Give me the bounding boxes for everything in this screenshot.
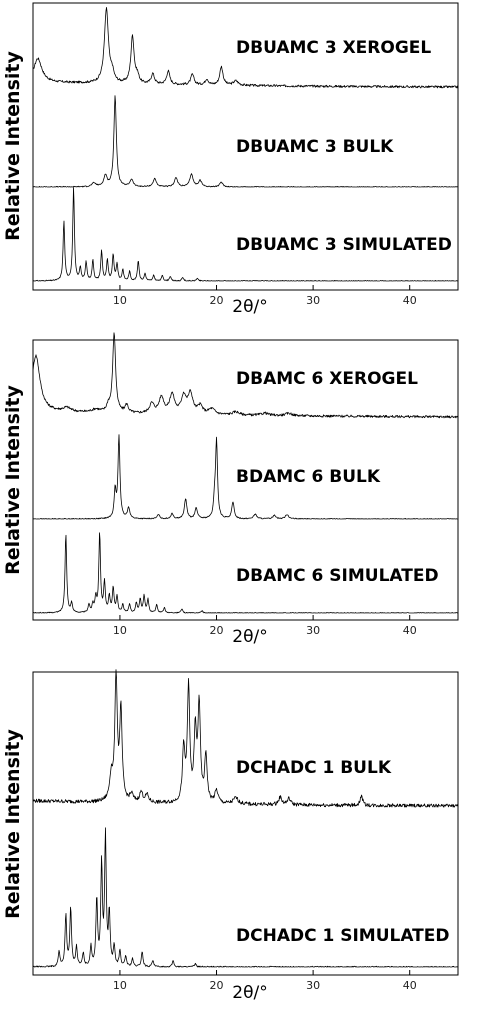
x-tick-label: 30 <box>306 624 320 637</box>
plot-frame <box>32 2 459 291</box>
series-label: DCHADC 1 BULK <box>236 758 392 778</box>
y-axis-label: Relative Intensity <box>2 729 24 919</box>
trace-dbamc-6-xerogel <box>32 332 459 419</box>
plot-frame <box>32 671 459 976</box>
x-tick-label: 10 <box>113 979 127 992</box>
series-label: DBAMC 6 SIMULATED <box>236 566 439 586</box>
y-axis-label: Relative Intensity <box>2 385 24 575</box>
trace-dbuamc-3-bulk <box>32 95 459 188</box>
x-tick-label: 40 <box>403 979 417 992</box>
series-label: DBUAMC 3 SIMULATED <box>236 235 452 255</box>
x-tick-label: 30 <box>306 294 320 307</box>
x-tick-label: 10 <box>113 624 127 637</box>
plot-group-2: 10 20 30 40 Relative Intensity 2θ/° DBAMC 6 XE… <box>2 332 459 647</box>
x-tick-label: 20 <box>210 624 224 637</box>
x-axis-label: 2θ/° <box>232 627 267 647</box>
series-label: DBUAMC 3 XEROGEL <box>236 38 431 58</box>
plot-group-1: 10 20 30 40 Relative Intensity 2θ/° DBUAMC 3 X… <box>2 2 459 317</box>
series-label: DCHADC 1 SIMULATED <box>236 926 450 946</box>
series-label: DBUAMC 3 BULK <box>236 137 394 157</box>
series-label: BDAMC 6 BULK <box>236 467 381 487</box>
trace-dbuamc-3-xerogel <box>32 7 459 89</box>
y-axis-label: Relative Intensity <box>2 51 24 241</box>
trace-dchadc-1-simulated <box>33 827 459 968</box>
x-tick-label: 30 <box>306 979 320 992</box>
series-label: DBAMC 6 XEROGEL <box>236 369 418 389</box>
x-tick-label: 40 <box>403 624 417 637</box>
x-tick-label: 20 <box>210 979 224 992</box>
trace-dbamc-6-simulated <box>32 532 459 614</box>
trace-dchadc-1-bulk <box>32 669 459 808</box>
x-axis-label: 2θ/° <box>232 297 267 317</box>
x-tick-label: 10 <box>113 294 127 307</box>
x-tick-label: 40 <box>403 294 417 307</box>
x-tick-label: 20 <box>210 294 224 307</box>
trace-bdamc-6-bulk <box>32 434 459 520</box>
plot-group-3: 10 20 30 40 Relative Intensity 2θ/° DCHADC 1 B… <box>2 669 459 1003</box>
trace-dbuamc-3-simulated <box>32 186 459 282</box>
x-axis-label: 2θ/° <box>232 983 267 1003</box>
plot-frame <box>32 339 459 621</box>
